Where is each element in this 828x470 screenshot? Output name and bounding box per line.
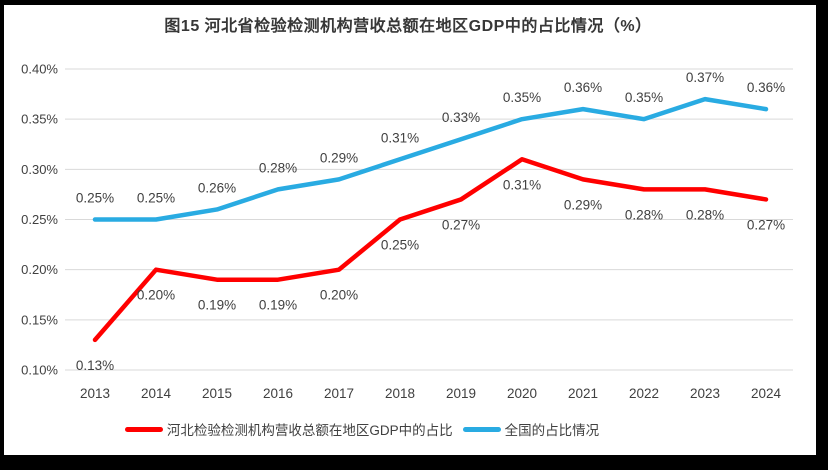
y-axis-tick-label: 0.10%: [21, 363, 58, 378]
window-frame-right: [816, 0, 828, 470]
data-label-national: 0.37%: [686, 70, 724, 85]
data-label-hebei: 0.19%: [198, 298, 236, 313]
legend-line-swatch-national: [462, 426, 501, 432]
data-label-national: 0.36%: [747, 80, 785, 95]
x-axis-tick-label: 2013: [80, 386, 110, 401]
series-line-national: [92, 96, 769, 222]
y-axis-tick-label: 0.25%: [21, 212, 58, 227]
x-axis-tick-label: 2015: [202, 386, 232, 401]
y-axis-tick-label: 0.15%: [21, 312, 58, 327]
data-label-national: 0.29%: [320, 150, 358, 165]
data-label-national: 0.28%: [259, 160, 297, 175]
window-frame-bottom: [0, 455, 828, 470]
legend-label-hebei: 河北检验检测机构营收总额在地区GDP中的占比: [166, 423, 453, 438]
data-label-national: 0.25%: [76, 191, 114, 206]
data-label-hebei: 0.31%: [503, 177, 541, 192]
x-axis-tick-label: 2017: [324, 386, 354, 401]
data-label-national: 0.35%: [625, 90, 663, 105]
window-frame-left: [0, 0, 4, 470]
data-label-national: 0.26%: [198, 180, 236, 195]
data-label-national: 0.36%: [564, 80, 602, 95]
data-label-national: 0.25%: [137, 191, 175, 206]
chart-legend: 河北检验检测机构营收总额在地区GDP中的占比 全国的占比情况: [0, 419, 776, 439]
x-axis-tick-label: 2016: [263, 386, 293, 401]
x-axis-tick-label: 2023: [690, 386, 720, 401]
y-axis-tick-label: 0.20%: [21, 262, 58, 277]
x-axis-tick-label: 2021: [568, 386, 598, 401]
data-label-hebei: 0.20%: [137, 288, 175, 303]
data-label-hebei: 0.19%: [259, 298, 297, 313]
x-axis-tick-label: 2014: [141, 386, 172, 401]
data-label-hebei: 0.20%: [320, 288, 358, 303]
series-line-hebei: [92, 157, 769, 343]
data-label-national: 0.33%: [442, 110, 480, 125]
data-label-hebei: 0.27%: [747, 217, 785, 232]
data-label-hebei: 0.13%: [76, 358, 114, 373]
data-label-hebei: 0.28%: [686, 207, 724, 222]
x-axis-tick-label: 2020: [507, 386, 537, 401]
window-frame-top: [0, 0, 828, 5]
data-label-hebei: 0.29%: [564, 197, 602, 212]
chart-title: 图15 河北省检验检测机构营收总额在地区GDP中的占比情况（%）: [164, 18, 652, 35]
y-axis-tick-label: 0.35%: [21, 112, 58, 127]
legend-line-swatch-hebei: [124, 426, 163, 432]
y-axis-tick-label: 0.40%: [21, 62, 58, 77]
x-axis-tick-label: 2022: [629, 386, 659, 401]
data-label-national: 0.31%: [381, 130, 419, 145]
legend-label-national: 全国的占比情况: [504, 423, 600, 438]
data-label-hebei: 0.27%: [442, 217, 480, 232]
x-axis-tick-label: 2019: [446, 386, 476, 401]
y-axis-tick-label: 0.30%: [21, 162, 58, 177]
x-axis-tick-label: 2018: [385, 386, 415, 401]
data-label-hebei: 0.25%: [381, 238, 419, 253]
x-axis-tick-label: 2024: [751, 386, 782, 401]
data-label-national: 0.35%: [503, 90, 541, 105]
data-label-hebei: 0.28%: [625, 207, 663, 222]
